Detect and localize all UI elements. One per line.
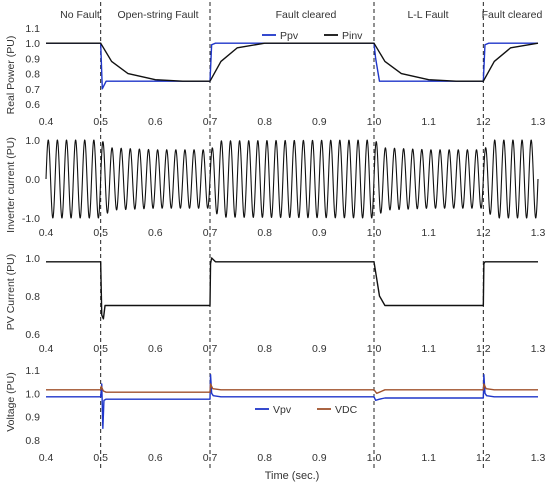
series-ppv-line <box>46 42 538 90</box>
x-tick-label: 0.6 <box>148 343 163 355</box>
y-tick-label: 1.0 <box>25 135 40 147</box>
x-tick-label: 1.1 <box>421 227 436 239</box>
phase-labels: No Fault Open-string Fault Fault cleared… <box>60 9 542 21</box>
y-tick-label: 0.8 <box>25 69 40 81</box>
y-axis-label: Real Power (PU) <box>5 36 17 115</box>
panel-3: 0.4 0.5 0.6 0.7 0.8 0.9 1.0 1.1 1.2 1.3 0.6 0.8 1.0 P… <box>5 253 545 355</box>
chart-panels: 0.4 0.5 0.6 0.7 0.8 0.9 1.0 1.1 1.2 1.30.60.70.80… <box>5 23 545 482</box>
x-tick-label: 1.1 <box>421 116 436 128</box>
x-tick-label: 0.9 <box>312 343 327 355</box>
legend-label: Pinv <box>342 30 363 42</box>
x-tick-label: 0.5 <box>93 116 108 128</box>
x-tick-label: 0.5 <box>93 343 108 355</box>
y-tick-label: 0.9 <box>25 53 40 65</box>
y-tick-label: 0.6 <box>25 99 40 111</box>
x-tick-label: 0.6 <box>148 116 163 128</box>
y-tick-label: 0.8 <box>25 435 40 447</box>
x-tick-label: 0.7 <box>203 452 218 464</box>
phase-label-no-fault: No Fault <box>60 9 100 21</box>
series-vpv-line <box>46 373 538 430</box>
x-tick-label: 0.5 <box>93 227 108 239</box>
x-tick-label: 0.8 <box>257 452 272 464</box>
y-tick-label: 1.1 <box>25 365 40 377</box>
x-tick-label: 0.4 <box>39 343 54 355</box>
x-tick-label: 1.3 <box>531 343 546 355</box>
y-tick-label: 1.0 <box>25 388 40 400</box>
y-tick-label: 0.9 <box>25 412 40 424</box>
x-tick-label: 0.5 <box>93 452 108 464</box>
y-axis-label: Voltage (PU) <box>5 372 17 432</box>
y-tick-label: 1.1 <box>25 23 40 35</box>
series-line <box>45 139 539 219</box>
x-tick-label: 1.2 <box>476 452 491 464</box>
x-tick-label: 1.2 <box>476 343 491 355</box>
x-tick-label: 1.3 <box>531 227 546 239</box>
x-tick-label: 0.8 <box>257 116 272 128</box>
series-line <box>46 257 538 320</box>
x-tick-label: 1.0 <box>367 116 382 128</box>
phase-label-open-string-fault: Open-string Fault <box>117 9 198 21</box>
x-tick-label: 1.0 <box>367 452 382 464</box>
x-tick-label: 0.4 <box>39 452 54 464</box>
legend-label: Vpv <box>273 404 292 416</box>
x-tick-label: 0.8 <box>257 227 272 239</box>
x-tick-label: 1.3 <box>531 452 546 464</box>
x-tick-label: 0.8 <box>257 343 272 355</box>
x-tick-label: 1.3 <box>531 116 546 128</box>
x-tick-label: 0.7 <box>203 227 218 239</box>
y-tick-label: -1.0 <box>22 213 40 225</box>
x-tick-label: 0.9 <box>312 452 327 464</box>
y-tick-label: 1.0 <box>25 253 40 265</box>
x-tick-label: 1.0 <box>367 227 382 239</box>
x-tick-label: 1.1 <box>421 452 436 464</box>
x-tick-label: 0.6 <box>148 227 163 239</box>
phase-label-fault-cleared-2: Fault cleared <box>482 9 543 21</box>
x-tick-label: 1.2 <box>476 116 491 128</box>
legend: Vpv VDC <box>255 404 358 416</box>
x-tick-label: 0.7 <box>203 343 218 355</box>
legend-label: VDC <box>335 404 358 416</box>
y-tick-label: 0.8 <box>25 291 40 303</box>
panel-4: 0.4 0.5 0.6 0.7 0.8 0.9 1.0 1.1 1.2 1.3 0.8 0.9 1.0 1… <box>5 365 545 482</box>
y-axis-label: Inverter current (PU) <box>5 137 17 233</box>
x-tick-label: 0.9 <box>312 227 327 239</box>
x-axis-label: Time (sec.) <box>265 470 320 482</box>
phase-label-fault-cleared-1: Fault cleared <box>276 9 337 21</box>
phase-label-ll-fault: L-L Fault <box>407 9 448 21</box>
x-tick-label: 0.7 <box>203 116 218 128</box>
x-tick-label: 0.4 <box>39 227 54 239</box>
series-vdc-line <box>46 383 538 395</box>
x-tick-label: 1.2 <box>476 227 491 239</box>
y-axis-label: PV Current (PU) <box>5 254 17 330</box>
x-tick-label: 1.0 <box>367 343 382 355</box>
legend: Ppv Pinv <box>262 30 363 42</box>
y-tick-label: 0.0 <box>25 174 40 186</box>
x-tick-label: 1.1 <box>421 343 436 355</box>
y-tick-label: 0.7 <box>25 84 40 96</box>
y-tick-label: 1.0 <box>25 38 40 50</box>
x-tick-label: 0.4 <box>39 116 54 128</box>
x-tick-label: 0.6 <box>148 452 163 464</box>
series-pinv-line <box>46 42 539 82</box>
panel-1: 0.4 0.5 0.6 0.7 0.8 0.9 1.0 1.1 1.2 1.3 0.6 0.7 0.8 0… <box>5 23 545 128</box>
panel-2: 0.4 0.5 0.6 0.7 0.8 0.9 1.0 1.1 1.2 1.3 -1.0 0.0 1.0… <box>5 135 545 239</box>
legend-label: Ppv <box>280 30 299 42</box>
x-tick-label: 0.9 <box>312 116 327 128</box>
y-tick-label: 0.6 <box>25 329 40 341</box>
